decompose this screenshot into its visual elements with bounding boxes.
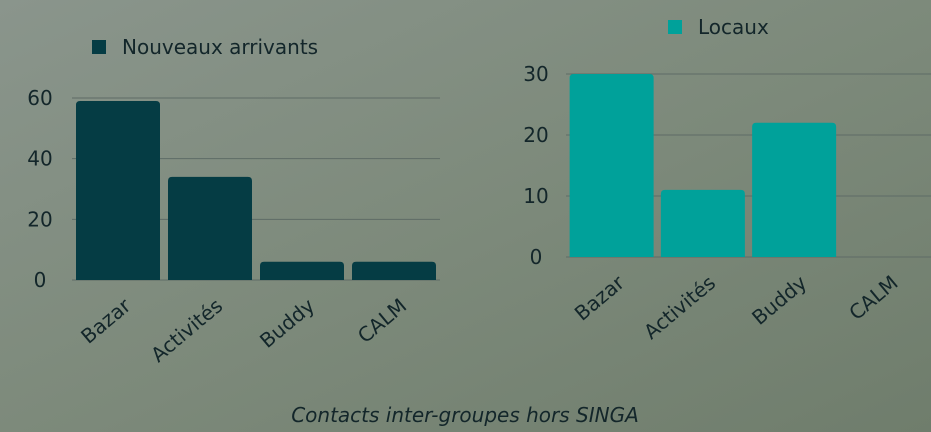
- bar: [352, 262, 436, 280]
- bar: [260, 262, 344, 280]
- chart-page: Contacts inter-groupes hors SINGA 0 20 40 6…: [0, 0, 931, 432]
- bar: [76, 101, 160, 280]
- caption: Contacts inter-groupes hors SINGA: [291, 403, 639, 427]
- y-tick-label: 20: [523, 123, 548, 147]
- legend-label: Locaux: [698, 15, 769, 39]
- bar: [661, 190, 745, 257]
- legend-swatch: [92, 40, 106, 54]
- legend-swatch: [668, 20, 682, 34]
- y-tick-label: 40: [27, 147, 52, 171]
- bar: [168, 177, 252, 280]
- y-tick-label: 0: [34, 268, 47, 292]
- y-tick-label: 20: [27, 207, 52, 231]
- bar: [570, 74, 654, 257]
- y-tick-label: 0: [530, 245, 543, 269]
- y-tick-label: 30: [523, 62, 548, 86]
- bar: [752, 123, 836, 257]
- y-tick-label: 10: [523, 184, 548, 208]
- y-tick-label: 60: [27, 86, 52, 110]
- legend-label: Nouveaux arrivants: [122, 35, 318, 59]
